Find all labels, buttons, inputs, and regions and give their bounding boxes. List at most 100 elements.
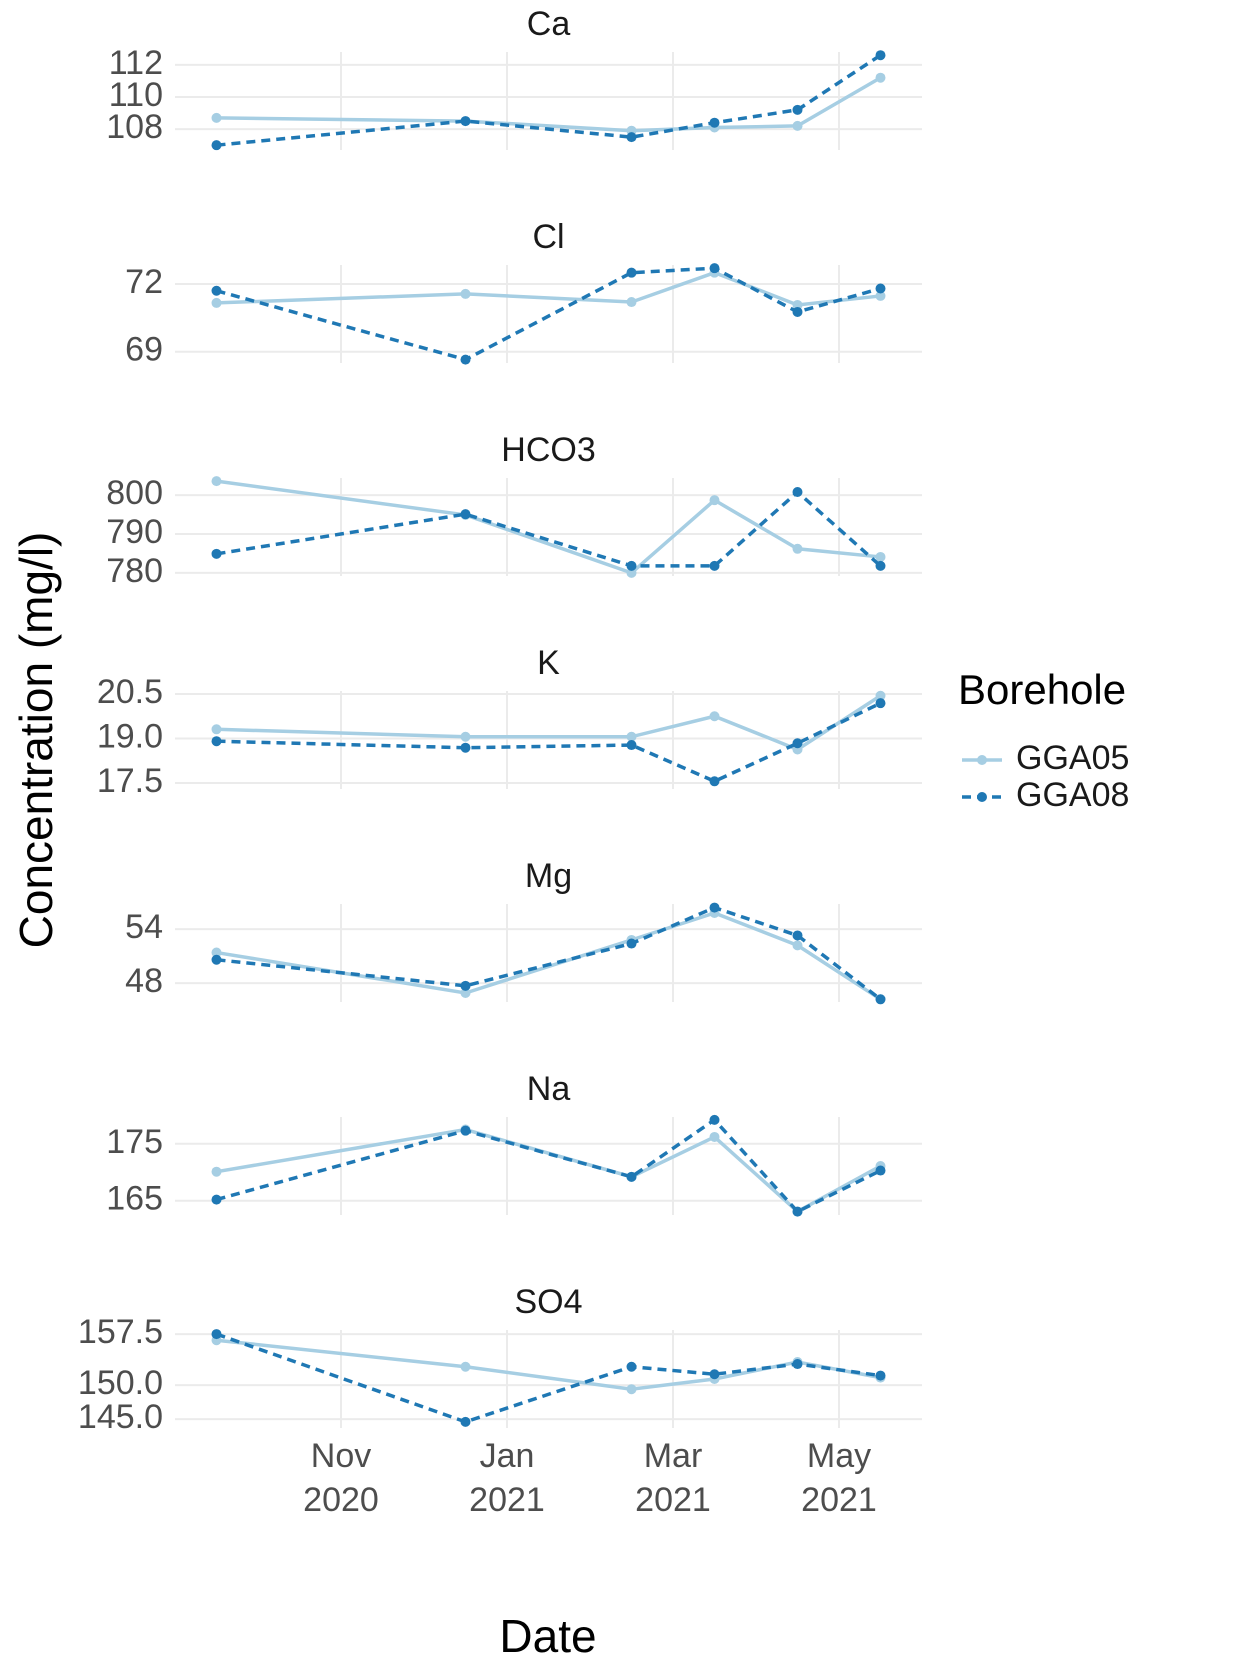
series-line (216, 53, 882, 147)
series-line (216, 479, 881, 575)
y-tick-label: 110 (109, 76, 163, 114)
data-point (460, 1416, 471, 1427)
data-point (792, 487, 803, 497)
data-point (460, 980, 471, 991)
data-point (875, 1165, 886, 1176)
y-tick-label: 48 (125, 962, 163, 1000)
y-tick-label: 17.5 (97, 762, 163, 800)
data-point (709, 1369, 720, 1380)
data-point (460, 288, 471, 299)
x-axis-label: Date (499, 1610, 596, 1662)
data-point (460, 116, 471, 127)
y-tick-label: 108 (106, 108, 163, 146)
data-point (626, 560, 637, 571)
legend-label: GGA05 (1016, 739, 1129, 777)
facet-title: K (537, 644, 560, 682)
data-point (626, 132, 637, 143)
data-point (211, 476, 222, 487)
data-point (211, 947, 222, 958)
data-point (626, 1384, 637, 1395)
series-line (216, 1127, 882, 1214)
data-point (211, 285, 222, 296)
data-point (460, 509, 471, 520)
y-tick-label: 780 (106, 552, 163, 590)
data-point (709, 711, 720, 722)
data-point (792, 306, 803, 317)
legend-key-point (977, 755, 987, 765)
y-axis-label: Concentration (mg/l) (10, 532, 62, 949)
data-point (211, 1329, 222, 1340)
data-point (211, 140, 222, 151)
data-point (875, 551, 886, 562)
data-point (211, 548, 222, 559)
data-point (709, 117, 720, 128)
data-point (211, 1194, 222, 1205)
data-point (211, 1166, 222, 1177)
x-tick-label: Jan 2021 (469, 1437, 545, 1519)
y-tick-label: 112 (109, 44, 163, 82)
legend-label: GGA08 (1016, 776, 1129, 814)
facet-title: HCO3 (501, 431, 595, 469)
data-point (875, 690, 886, 701)
y-tick-label: 69 (125, 331, 163, 369)
data-point (875, 283, 886, 294)
data-point (626, 740, 637, 751)
data-point (792, 1359, 803, 1370)
data-point (626, 297, 637, 308)
data-point (875, 50, 886, 61)
data-point (460, 1361, 471, 1372)
series-line (216, 76, 882, 133)
data-point (875, 290, 886, 301)
data-point (626, 731, 637, 742)
data-point (709, 1114, 720, 1125)
data-point (875, 72, 886, 83)
data-point (792, 120, 803, 131)
facet-title: Mg (525, 857, 572, 895)
data-point (460, 1125, 471, 1136)
legend-title: Borehole (958, 666, 1126, 713)
data-point (792, 940, 803, 951)
facet-title: Cl (532, 218, 564, 256)
series-line (216, 489, 882, 568)
data-point (875, 560, 886, 571)
legend-key-point (977, 792, 987, 802)
data-point (460, 731, 471, 742)
data-point (460, 742, 471, 753)
data-point (709, 902, 720, 913)
data-point (709, 776, 720, 787)
y-tick-label: 157.5 (78, 1313, 163, 1351)
y-tick-label: 72 (125, 263, 163, 301)
data-point (709, 495, 720, 506)
data-point (211, 736, 222, 747)
data-point (626, 1361, 637, 1372)
y-tick-label: 150.0 (78, 1364, 163, 1402)
data-point (460, 988, 471, 999)
data-point (211, 724, 222, 735)
series-line (215, 1332, 881, 1424)
y-tick-label: 800 (106, 474, 163, 512)
data-point (792, 104, 803, 115)
data-point (792, 299, 803, 310)
data-point (626, 1171, 637, 1182)
data-point (709, 560, 720, 571)
data-point (709, 1131, 720, 1142)
y-tick-label: 54 (125, 908, 163, 946)
series-line (216, 1117, 882, 1214)
facet-title: SO4 (514, 1283, 582, 1321)
series-line (216, 270, 881, 307)
data-point (792, 738, 803, 749)
data-point (875, 994, 886, 1005)
facet-title: Ca (527, 5, 571, 43)
series-line (216, 905, 882, 1001)
data-point (211, 112, 222, 123)
data-point (792, 543, 803, 554)
data-point (792, 1206, 803, 1217)
data-point (460, 354, 471, 365)
y-tick-label: 790 (106, 513, 163, 551)
series-line (216, 911, 882, 1001)
y-tick-label: 20.5 (97, 673, 163, 711)
data-point (626, 267, 637, 278)
data-point (875, 698, 886, 709)
data-point (626, 567, 637, 578)
